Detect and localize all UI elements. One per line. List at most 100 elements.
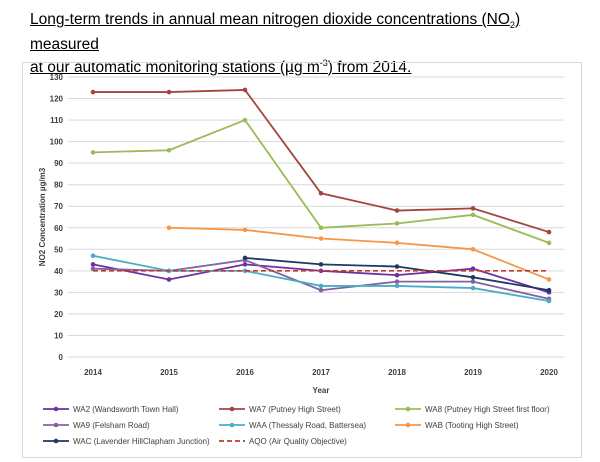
data-point <box>166 277 172 282</box>
legend-marker <box>53 422 59 428</box>
data-point <box>242 262 248 267</box>
x-tick-label: 2016 <box>236 368 254 377</box>
x-tick-label: 2014 <box>84 368 102 377</box>
data-point <box>242 255 248 261</box>
y-tick-label: 0 <box>59 353 64 362</box>
series-line <box>90 117 552 246</box>
series-path <box>93 89 550 233</box>
legend-item: WA7 (Putney High Street) <box>219 405 341 414</box>
legend-item: WAB (Tooting High Street) <box>395 421 519 430</box>
data-point <box>394 208 400 213</box>
data-point <box>394 272 400 278</box>
data-point <box>546 277 552 282</box>
data-point <box>394 264 400 269</box>
data-point <box>242 227 248 233</box>
series-line <box>242 255 552 293</box>
gridlines <box>68 76 564 358</box>
heading-line1-sub: 2 <box>509 20 515 31</box>
data-point <box>318 287 324 293</box>
data-point <box>90 89 96 95</box>
heading-line1-post: ) measured <box>30 11 521 54</box>
legend-label: WAA (Thessaly Road, Battersea) <box>249 421 366 430</box>
series-lines <box>90 87 552 304</box>
data-point <box>470 279 476 284</box>
x-tick-label: 2019 <box>464 368 482 377</box>
legend-marker <box>405 422 411 428</box>
y-tick-label: 40 <box>54 267 63 276</box>
legend-marker <box>53 438 59 444</box>
y-tick-label: 110 <box>50 116 63 125</box>
legend-item: WA9 (Felsham Road) <box>43 421 150 430</box>
data-point <box>470 266 476 271</box>
data-point <box>546 287 552 293</box>
data-point <box>394 283 400 289</box>
legend-label: AQO (Air Quality Objective) <box>249 437 347 446</box>
series-path <box>168 226 550 281</box>
x-tick-label: 2015 <box>160 368 178 377</box>
y-tick-label: 30 <box>54 288 63 297</box>
legend-label: WAC (Lavender HillClapham Junction) <box>73 437 210 446</box>
data-point <box>318 262 324 267</box>
data-point <box>470 285 476 291</box>
data-point <box>90 253 96 259</box>
y-tick-label: 80 <box>54 181 63 190</box>
series-path <box>92 118 550 244</box>
chart-frame: 0 10 20 30 40 50 60 70 80 90 100 110 120 130 2014 2015… <box>22 62 582 458</box>
data-point <box>470 206 476 211</box>
data-point <box>394 221 400 226</box>
data-point <box>318 283 324 289</box>
y-tick-label: 10 <box>54 331 63 340</box>
legend-item: WAC (Lavender HillClapham Junction) <box>43 437 210 446</box>
legend-label: WA9 (Felsham Road) <box>73 421 150 430</box>
y-tick-label: 120 <box>50 95 64 104</box>
data-point <box>546 298 552 304</box>
legend-label: WAB (Tooting High Street) <box>425 421 519 430</box>
y-tick-label: 90 <box>54 159 63 168</box>
data-point <box>394 240 400 246</box>
y-tick-label: 130 <box>50 73 64 82</box>
legend: WA2 (Wandsworth Town Hall) WA7 (Putney Hi… <box>43 405 550 446</box>
line-chart: 0 10 20 30 40 50 60 70 80 90 100 110 120 130 2014 2015… <box>38 73 564 446</box>
legend-marker <box>229 422 235 428</box>
series-line <box>166 225 552 282</box>
legend-label: WA8 (Putney High Street first floor) <box>425 405 550 414</box>
data-point <box>318 225 324 231</box>
y-axis-title: NO2 Concentration µg/m3 <box>38 167 47 266</box>
data-point <box>166 225 172 231</box>
legend-item: WAA (Thessaly Road, Battersea) <box>219 421 366 430</box>
data-point <box>90 150 96 155</box>
legend-label: WA7 (Putney High Street) <box>249 405 341 414</box>
x-axis-ticks: 2014 2015 2016 2017 2018 2019 2020 <box>84 368 558 377</box>
legend-item: WA8 (Putney High Street first floor) <box>395 405 550 414</box>
heading-line2-sup: -3 <box>319 58 328 69</box>
legend-marker <box>53 406 59 412</box>
x-tick-label: 2018 <box>388 368 406 377</box>
y-tick-label: 60 <box>54 224 63 233</box>
y-tick-label: 20 <box>54 310 63 319</box>
y-tick-label: 70 <box>54 202 63 211</box>
legend-item: WA2 (Wandsworth Town Hall) <box>43 405 179 414</box>
x-axis-title: Year <box>313 386 330 395</box>
data-point <box>470 212 476 218</box>
data-point <box>166 89 172 95</box>
legend-label: WA2 (Wandsworth Town Hall) <box>73 405 179 414</box>
heading-line2-pre: at our automatic monitoring stations (µg… <box>30 59 320 77</box>
legend-item: AQO (Air Quality Objective) <box>219 437 347 446</box>
legend-marker <box>405 406 411 412</box>
data-point <box>90 266 96 271</box>
legend-marker <box>229 406 235 412</box>
heading-line1-pre: Long-term trends in annual mean nitrogen… <box>30 11 510 28</box>
series-line <box>90 87 552 235</box>
data-point <box>242 87 248 93</box>
data-point <box>470 247 476 252</box>
data-point <box>318 191 324 196</box>
data-point <box>546 229 552 235</box>
data-point <box>470 275 476 280</box>
x-tick-label: 2020 <box>540 368 558 377</box>
heading-line2-post: ) from 2014. <box>327 59 412 77</box>
data-point <box>318 236 324 241</box>
data-point <box>90 262 96 267</box>
data-point <box>546 240 552 246</box>
data-point <box>242 117 248 123</box>
data-point <box>394 279 400 284</box>
